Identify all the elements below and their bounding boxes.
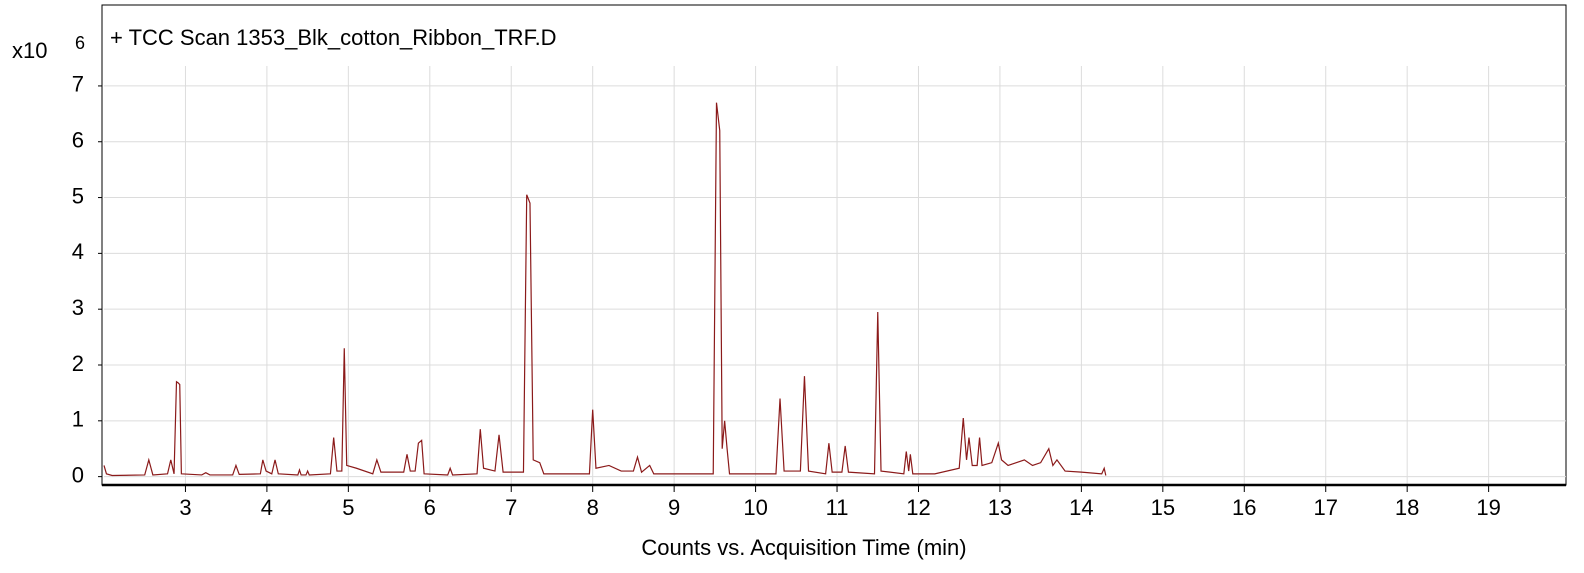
x-tick-label: 19	[1476, 495, 1500, 520]
x-tick-label: 6	[424, 495, 436, 520]
y-tick-label: 1	[72, 407, 84, 432]
x-tick-label: 8	[587, 495, 599, 520]
x-tick-label: 14	[1069, 495, 1093, 520]
x-tick-label: 7	[505, 495, 517, 520]
trace-line	[103, 102, 1107, 477]
x-tick-label: 10	[743, 495, 767, 520]
y-tick-label: 0	[72, 462, 84, 487]
y-tick-label: 7	[72, 72, 84, 97]
x-tick-label: 12	[906, 495, 930, 520]
y-tick-label: 3	[72, 295, 84, 320]
x-tick-label: 18	[1395, 495, 1419, 520]
x-tick-label: 9	[668, 495, 680, 520]
x-tick-label: 11	[826, 495, 849, 520]
y-multiplier: x10	[12, 38, 47, 63]
x-tick-label: 15	[1151, 495, 1175, 520]
x-tick-label: 17	[1313, 495, 1337, 520]
y-tick-label: 4	[72, 239, 84, 264]
y-exponent: 6	[75, 33, 85, 53]
y-tick-label: 2	[72, 351, 84, 376]
x-tick-label: 4	[261, 495, 273, 520]
x-tick-label: 16	[1232, 495, 1256, 520]
y-tick-label: 5	[72, 183, 84, 208]
chart-title: + TCC Scan 1353_Blk_cotton_Ribbon_TRF.D	[110, 25, 557, 50]
x-tick-label: 3	[179, 495, 191, 520]
x-tick-label: 13	[988, 495, 1012, 520]
x-axis-label: Counts vs. Acquisition Time (min)	[641, 535, 966, 560]
y-tick-label: 6	[72, 128, 84, 153]
plot-frame	[101, 4, 1567, 486]
x-tick-label: 5	[342, 495, 354, 520]
